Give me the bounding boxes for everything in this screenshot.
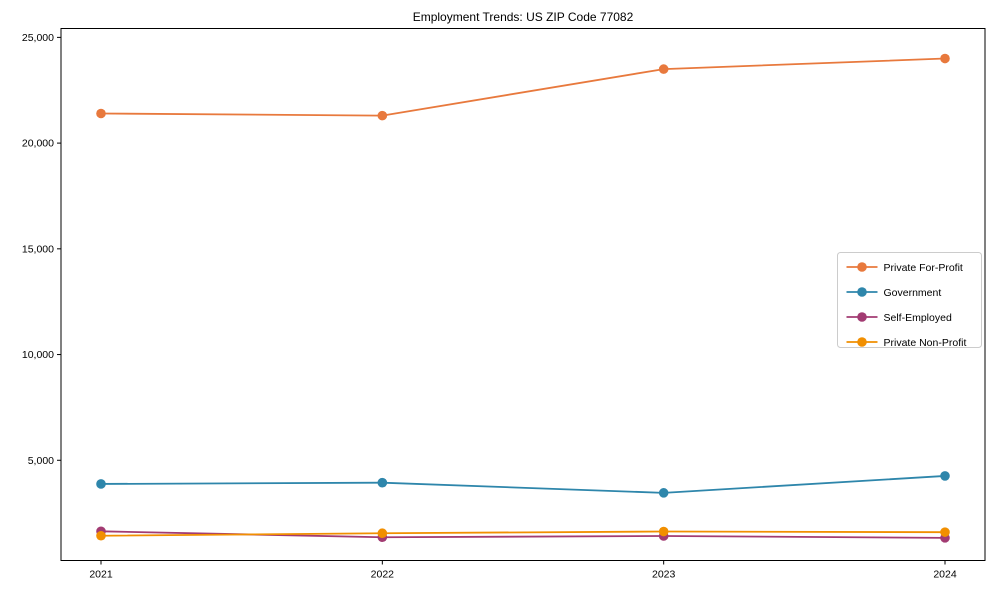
x-tick-label: 2022 <box>371 569 395 581</box>
series-private-non-profit <box>96 526 950 541</box>
legend-marker <box>857 312 867 322</box>
legend-label: Government <box>884 287 942 299</box>
legend-marker <box>857 287 867 297</box>
y-tick-label: 25,000 <box>22 32 54 44</box>
series-line-government <box>100 475 946 494</box>
data-point-private-for-profit-2024 <box>940 53 950 64</box>
series-private-for-profit <box>96 53 950 121</box>
data-point-private-for-profit-2021 <box>96 108 106 119</box>
chart-title: Employment Trends: US ZIP Code 77082 <box>412 10 634 24</box>
x-tick-label: 2021 <box>89 569 113 581</box>
data-point-private-for-profit-2023 <box>658 64 669 74</box>
series-line-private-non-profit <box>100 530 946 537</box>
y-tick-label: 15,000 <box>22 243 54 255</box>
data-point-government-2023 <box>658 488 669 498</box>
data-point-private-non-profit-2021 <box>96 530 106 541</box>
y-tick-label: 5,000 <box>28 455 54 467</box>
legend-label: Private Non-Profit <box>884 337 967 349</box>
legend: Private For-Profit Government Self-Employe… <box>837 252 982 349</box>
legend-label: Private For-Profit <box>884 262 963 274</box>
y-tick-label: 20,000 <box>22 138 54 150</box>
legend-marker <box>857 262 867 272</box>
legend-marker <box>857 337 867 347</box>
x-tick-label: 2024 <box>933 569 957 581</box>
legend-label: Self-Employed <box>884 312 952 324</box>
series-government <box>96 471 950 498</box>
y-tick-label: 10,000 <box>22 349 54 361</box>
data-point-private-non-profit-2023 <box>658 526 669 537</box>
plot-border <box>60 28 986 561</box>
legend-entry-self-employed: Self-Employed <box>846 312 952 324</box>
legend-entry-private-for-profit: Private For-Profit <box>846 262 963 274</box>
data-point-government-2022 <box>377 477 388 488</box>
legend-entry-private-non-profit: Private Non-Profit <box>846 337 967 349</box>
series-line-private-for-profit <box>100 57 946 117</box>
data-point-private-for-profit-2022 <box>377 110 388 121</box>
x-tick-label: 2023 <box>652 569 676 581</box>
data-point-private-non-profit-2024 <box>940 527 950 537</box>
data-point-government-2021 <box>96 479 106 489</box>
legend-entry-government: Government <box>846 287 942 299</box>
data-point-private-non-profit-2022 <box>377 528 388 539</box>
legend-box <box>837 252 982 348</box>
data-point-government-2024 <box>940 471 950 481</box>
